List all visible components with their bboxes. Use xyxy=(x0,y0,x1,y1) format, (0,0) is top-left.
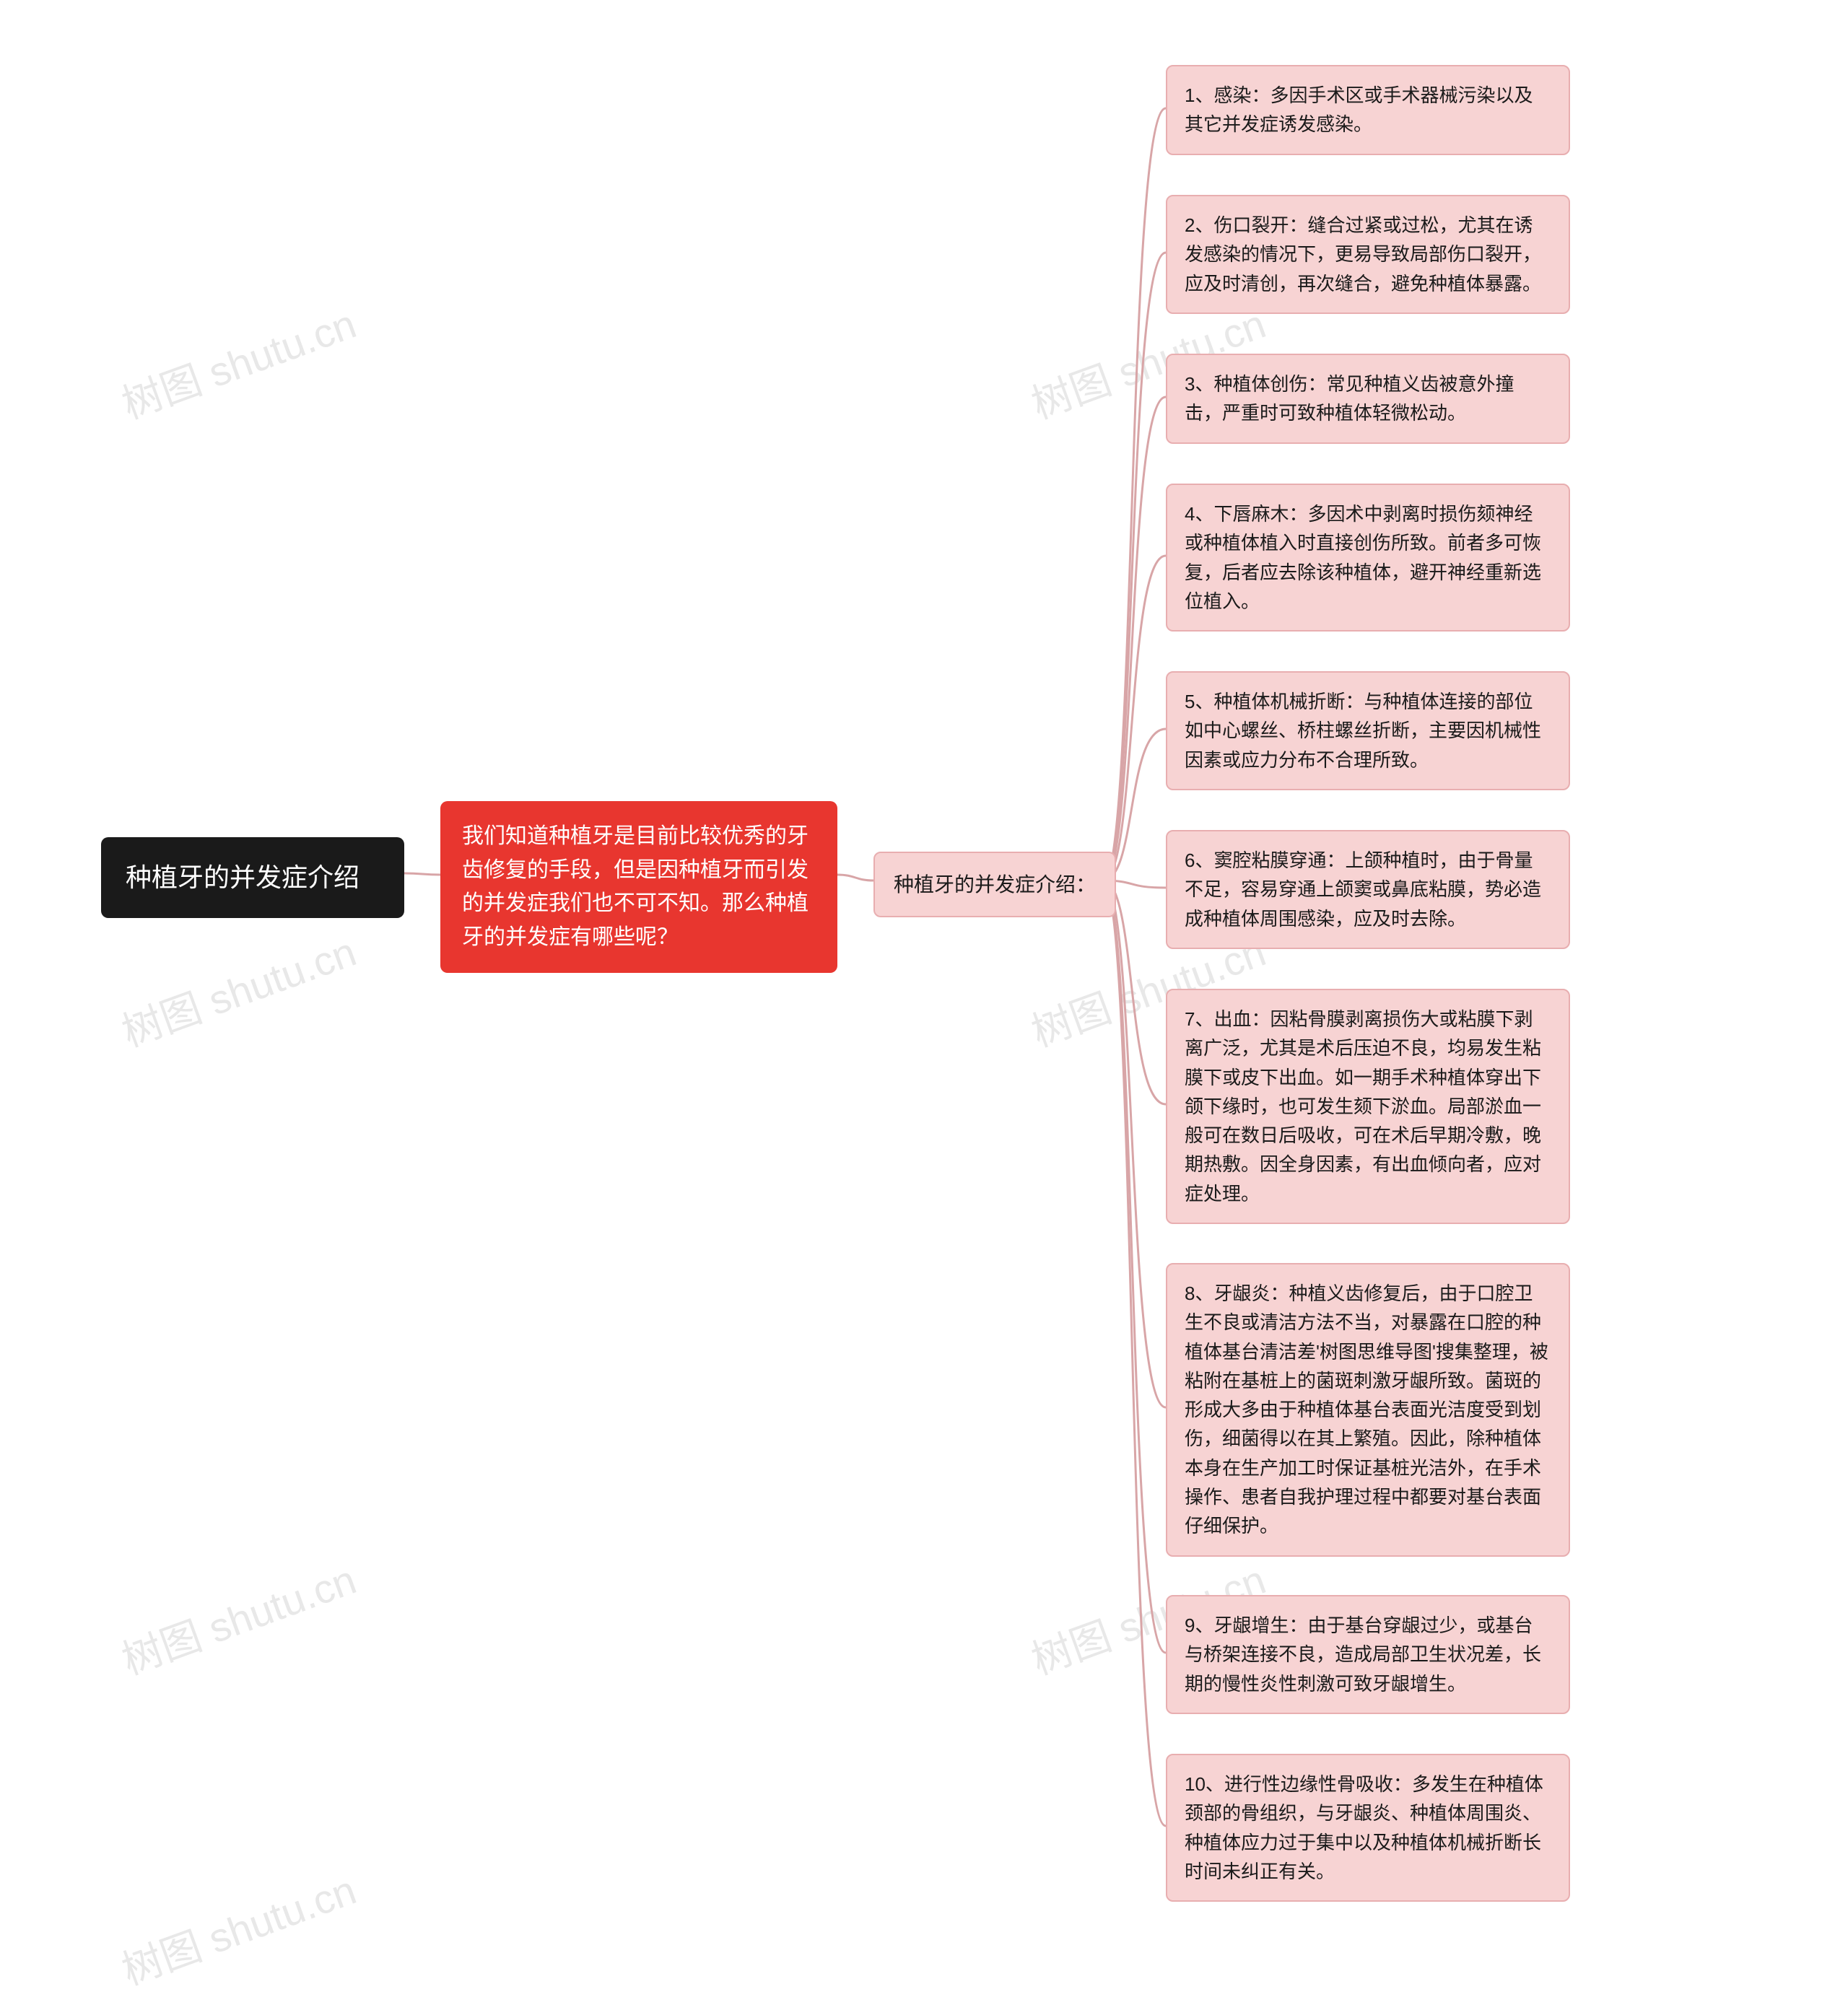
leaf-label: 4、下唇麻木：多因术中剥离时损伤颏神经或种植体植入时直接创伤所致。前者多可恢复，… xyxy=(1185,499,1551,616)
leaf-label: 3、种植体创伤：常见种植义齿被意外撞击，严重时可致种植体轻微松动。 xyxy=(1185,370,1551,428)
leaf-node[interactable]: 1、感染：多因手术区或手术器械污染以及其它并发症诱发感染。 xyxy=(1166,65,1570,155)
root-node[interactable]: 种植牙的并发症介绍 xyxy=(101,837,404,918)
mindmap-canvas: 树图 shutu.cn 树图 shutu.cn 树图 shutu.cn 树图 s… xyxy=(0,0,1848,1895)
leaf-label: 2、伤口裂开：缝合过紧或过松，尤其在诱发感染的情况下，更易导致局部伤口裂开，应及… xyxy=(1185,211,1551,298)
leaf-label: 6、窦腔粘膜穿通：上颌种植时，由于骨量不足，容易穿通上颌窦或鼻底粘膜，势必造成种… xyxy=(1185,846,1551,933)
watermark: 树图 shutu.cn xyxy=(113,919,363,1058)
leaf-node[interactable]: 9、牙龈增生：由于基台穿龈过少，或基台与桥架连接不良，造成局部卫生状况差，长期的… xyxy=(1166,1595,1570,1714)
leaf-node[interactable]: 10、进行性边缘性骨吸收：多发生在种植体颈部的骨组织，与牙龈炎、种植体周围炎、种… xyxy=(1166,1754,1570,1902)
leaf-node[interactable]: 8、牙龈炎：种植义齿修复后，由于口腔卫生不良或清洁方法不当，对暴露在口腔的种植体… xyxy=(1166,1263,1570,1557)
watermark: 树图 shutu.cn xyxy=(113,292,363,430)
leaf-node[interactable]: 2、伤口裂开：缝合过紧或过松，尤其在诱发感染的情况下，更易导致局部伤口裂开，应及… xyxy=(1166,195,1570,314)
intro-label: 我们知道种植牙是目前比较优秀的牙齿修复的手段，但是因种植牙而引发的并发症我们也不… xyxy=(462,820,816,954)
leaf-label: 10、进行性边缘性骨吸收：多发生在种植体颈部的骨组织，与牙龈炎、种植体周围炎、种… xyxy=(1185,1770,1551,1886)
connectors xyxy=(0,0,1848,1895)
leaf-label: 1、感染：多因手术区或手术器械污染以及其它并发症诱发感染。 xyxy=(1185,81,1551,139)
leaf-label: 8、牙龈炎：种植义齿修复后，由于口腔卫生不良或清洁方法不当，对暴露在口腔的种植体… xyxy=(1185,1279,1551,1541)
leaf-node[interactable]: 5、种植体机械折断：与种植体连接的部位如中心螺丝、桥柱螺丝折断，主要因机械性因素… xyxy=(1166,671,1570,790)
leaf-label: 9、牙龈增生：由于基台穿龈过少，或基台与桥架连接不良，造成局部卫生状况差，长期的… xyxy=(1185,1611,1551,1698)
section-label: 种植牙的并发症介绍： xyxy=(894,869,1096,900)
leaf-label: 7、出血：因粘骨膜剥离损伤大或粘膜下剥离广泛，尤其是术后压迫不良，均易发生粘膜下… xyxy=(1185,1005,1551,1208)
section-node[interactable]: 种植牙的并发症介绍： xyxy=(873,852,1116,917)
intro-node[interactable]: 我们知道种植牙是目前比较优秀的牙齿修复的手段，但是因种植牙而引发的并发症我们也不… xyxy=(440,801,837,973)
leaf-label: 5、种植体机械折断：与种植体连接的部位如中心螺丝、桥柱螺丝折断，主要因机械性因素… xyxy=(1185,687,1551,774)
leaf-node[interactable]: 6、窦腔粘膜穿通：上颌种植时，由于骨量不足，容易穿通上颌窦或鼻底粘膜，势必造成种… xyxy=(1166,830,1570,949)
watermark: 树图 shutu.cn xyxy=(113,1547,363,1686)
leaf-node[interactable]: 4、下唇麻木：多因术中剥离时损伤颏神经或种植体植入时直接创伤所致。前者多可恢复，… xyxy=(1166,484,1570,632)
leaf-node[interactable]: 3、种植体创伤：常见种植义齿被意外撞击，严重时可致种植体轻微松动。 xyxy=(1166,354,1570,444)
leaf-node[interactable]: 7、出血：因粘骨膜剥离损伤大或粘膜下剥离广泛，尤其是术后压迫不良，均易发生粘膜下… xyxy=(1166,989,1570,1224)
watermark: 树图 shutu.cn xyxy=(113,1858,363,1996)
root-label: 种植牙的并发症介绍 xyxy=(126,857,359,898)
